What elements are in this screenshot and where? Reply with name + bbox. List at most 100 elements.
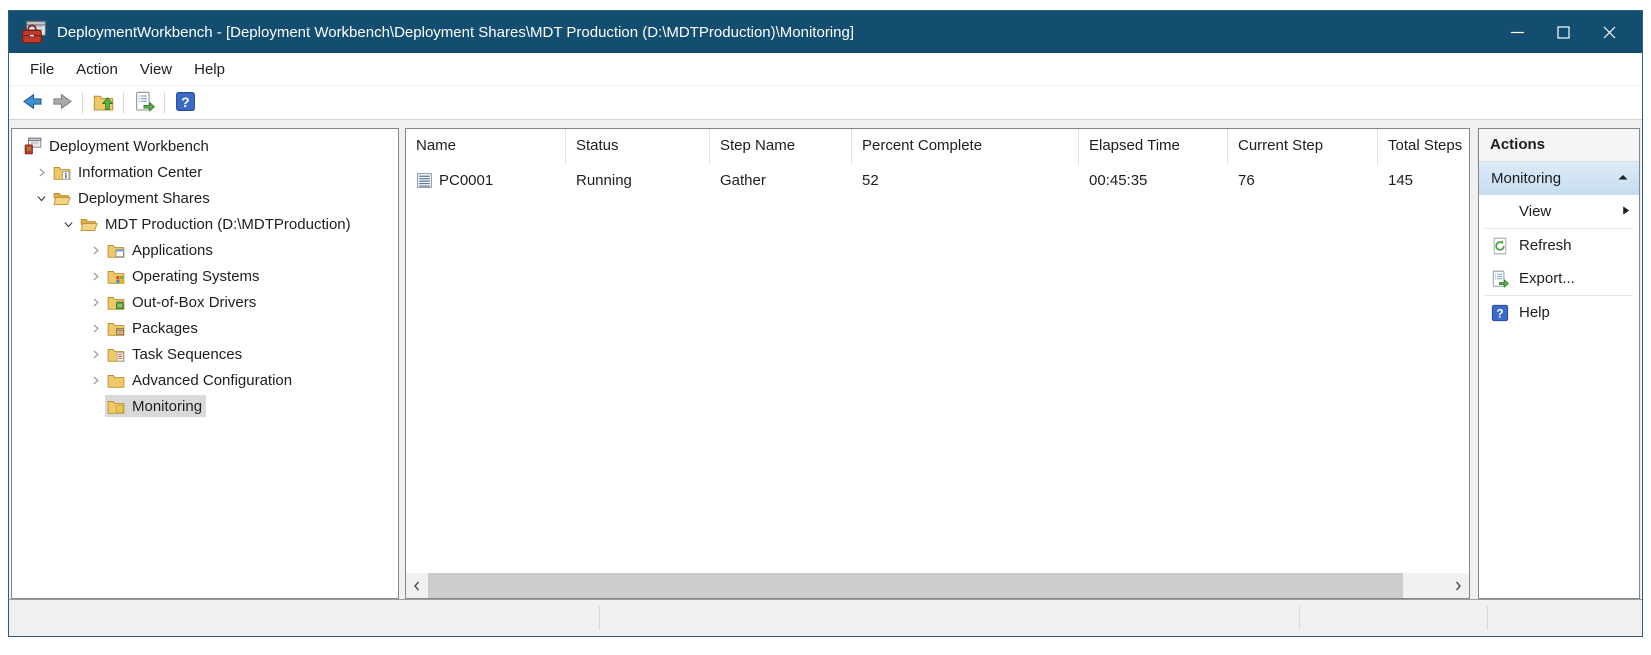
toolbar: ? bbox=[9, 86, 1642, 120]
actions-separator bbox=[1485, 228, 1633, 229]
tree-item-content: Task Sequences bbox=[105, 343, 246, 365]
cell-text: Gather bbox=[720, 171, 766, 189]
navigation-tree: Deployment Workbench Information Center De… bbox=[11, 128, 399, 599]
cell-name: PC0001 bbox=[406, 172, 566, 189]
menu-item-action[interactable]: Action bbox=[76, 60, 118, 78]
chevron-collapsed-icon[interactable] bbox=[85, 346, 105, 362]
tree-item-task-sequences[interactable]: Task Sequences bbox=[12, 341, 398, 367]
folder-info-icon bbox=[53, 163, 72, 181]
column-header-name[interactable]: Name bbox=[406, 129, 566, 165]
chevron-collapsed-icon[interactable] bbox=[85, 268, 105, 284]
close-button[interactable] bbox=[1586, 11, 1632, 53]
menu-item-help[interactable]: Help bbox=[194, 60, 225, 78]
help-icon: ? bbox=[175, 91, 196, 115]
table-row[interactable]: PC0001 Running Gather 52 00:45:35 76 145 bbox=[406, 165, 1469, 195]
tree-item-deployment-workbench[interactable]: Deployment Workbench bbox=[12, 133, 398, 159]
toolbar-separator bbox=[82, 91, 83, 114]
tree-item-mdt-production-d-mdtproduction[interactable]: MDT Production (D:\MDTProduction) bbox=[12, 211, 398, 237]
forward-button[interactable] bbox=[47, 88, 77, 118]
collapse-arrow-icon[interactable] bbox=[1617, 170, 1629, 188]
action-help[interactable]: ? Help bbox=[1479, 296, 1639, 329]
actions-group-header-monitoring[interactable]: Monitoring bbox=[1479, 162, 1639, 195]
cell-status: Running bbox=[566, 172, 710, 189]
column-header-step-name[interactable]: Step Name bbox=[710, 129, 852, 165]
content-area: Deployment Workbench Information Center De… bbox=[9, 120, 1642, 599]
tree-item-operating-systems[interactable]: Operating Systems bbox=[12, 263, 398, 289]
statusbar-divider bbox=[1299, 606, 1300, 630]
tree-item-deployment-shares[interactable]: Deployment Shares bbox=[12, 185, 398, 211]
maximize-button[interactable] bbox=[1540, 11, 1586, 53]
cell-text: PC0001 bbox=[439, 171, 494, 189]
column-header-current-step[interactable]: Current Step bbox=[1228, 129, 1378, 165]
app-window: DeploymentWorkbench - [Deployment Workbe… bbox=[8, 10, 1643, 637]
cell-text: 145 bbox=[1388, 171, 1414, 189]
help-button[interactable]: ? bbox=[170, 88, 200, 118]
minimize-button[interactable] bbox=[1494, 11, 1540, 53]
chevron-collapsed-icon[interactable] bbox=[85, 242, 105, 258]
scrollbar-thumb[interactable] bbox=[428, 573, 1403, 598]
tree-item-information-center[interactable]: Information Center bbox=[12, 159, 398, 185]
folder-drivers-icon bbox=[107, 293, 126, 311]
results-pane: Name Status Step Name Percent Complete Elaps… bbox=[405, 128, 1478, 599]
tree-item-label: Out-of-Box Drivers bbox=[132, 293, 257, 311]
arrow-back-icon bbox=[22, 91, 43, 115]
cell-text: 76 bbox=[1238, 171, 1255, 189]
chevron-collapsed-icon[interactable] bbox=[85, 372, 105, 388]
chevron-collapsed-icon[interactable] bbox=[85, 294, 105, 310]
tree-item-label: Information Center bbox=[78, 163, 203, 181]
menu-item-view[interactable]: View bbox=[139, 60, 173, 78]
tree-item-content: Information Center bbox=[51, 161, 206, 183]
folder-open-icon bbox=[80, 215, 99, 233]
tree-item-applications[interactable]: Applications bbox=[12, 237, 398, 263]
cell-current_step: 76 bbox=[1228, 172, 1378, 189]
scrollbar-track[interactable] bbox=[1403, 573, 1447, 598]
tree-item-content: MDT Production (D:\MDTProduction) bbox=[78, 213, 355, 235]
tree-item-content: Deployment Workbench bbox=[22, 135, 213, 157]
tree-item-packages[interactable]: Packages bbox=[12, 315, 398, 341]
folder-up-icon bbox=[93, 91, 114, 115]
tree-item-content: Advanced Configuration bbox=[105, 369, 296, 391]
action-icon-spacer bbox=[1491, 203, 1509, 221]
cell-elapsed_time: 00:45:35 bbox=[1079, 172, 1228, 189]
tree-item-out-of-box-drivers[interactable]: Out-of-Box Drivers bbox=[12, 289, 398, 315]
list-rows: PC0001 Running Gather 52 00:45:35 76 145 bbox=[406, 165, 1469, 573]
scroll-left-button[interactable] bbox=[406, 573, 428, 598]
chevron-collapsed-icon[interactable] bbox=[31, 164, 51, 180]
actions-separator bbox=[1485, 295, 1633, 296]
column-header-elapsed-time[interactable]: Elapsed Time bbox=[1079, 129, 1228, 165]
toolbar-separator bbox=[123, 91, 124, 114]
tree-item-advanced-configuration[interactable]: Advanced Configuration bbox=[12, 367, 398, 393]
chevron-expanded-icon[interactable] bbox=[58, 216, 78, 232]
cell-total_steps: 145 bbox=[1378, 172, 1469, 189]
chevron-expanded-icon[interactable] bbox=[31, 190, 51, 206]
tree-item-content: Monitoring bbox=[105, 395, 207, 417]
menu-item-file[interactable]: File bbox=[30, 60, 55, 78]
column-header-status[interactable]: Status bbox=[566, 129, 710, 165]
expander-spacer bbox=[85, 398, 105, 414]
tree-item-label: Packages bbox=[132, 319, 198, 337]
column-header-total-steps[interactable]: Total Steps bbox=[1378, 129, 1478, 165]
action-export[interactable]: Export... bbox=[1479, 262, 1639, 295]
actions-items: View Refresh Export...? Help bbox=[1479, 195, 1639, 329]
action-label: Refresh bbox=[1519, 237, 1572, 254]
chevron-collapsed-icon[interactable] bbox=[85, 320, 105, 336]
tree-item-content: Operating Systems bbox=[105, 265, 264, 287]
back-button[interactable] bbox=[17, 88, 47, 118]
refresh-icon bbox=[1491, 237, 1509, 255]
actions-pane: Actions Monitoring View Refresh Export...?… bbox=[1478, 128, 1640, 599]
help-icon: ? bbox=[1491, 304, 1509, 322]
list-header: Name Status Step Name Percent Complete Elaps… bbox=[406, 129, 1478, 165]
action-view[interactable]: View bbox=[1479, 195, 1639, 228]
scroll-right-button[interactable] bbox=[1447, 573, 1469, 598]
toolbar-separator bbox=[164, 91, 165, 114]
actions-pane-title: Actions bbox=[1479, 129, 1639, 162]
up-one-level-button[interactable] bbox=[88, 88, 118, 118]
action-refresh[interactable]: Refresh bbox=[1479, 229, 1639, 262]
folder-monitoring-icon bbox=[107, 397, 126, 415]
horizontal-scrollbar[interactable] bbox=[406, 573, 1469, 598]
export-list-button[interactable] bbox=[129, 88, 159, 118]
folder-os-icon bbox=[107, 267, 126, 285]
tree-item-monitoring[interactable]: Monitoring bbox=[12, 393, 398, 419]
column-header-percent-complete[interactable]: Percent Complete bbox=[852, 129, 1079, 165]
title-bar: DeploymentWorkbench - [Deployment Workbe… bbox=[9, 11, 1642, 53]
